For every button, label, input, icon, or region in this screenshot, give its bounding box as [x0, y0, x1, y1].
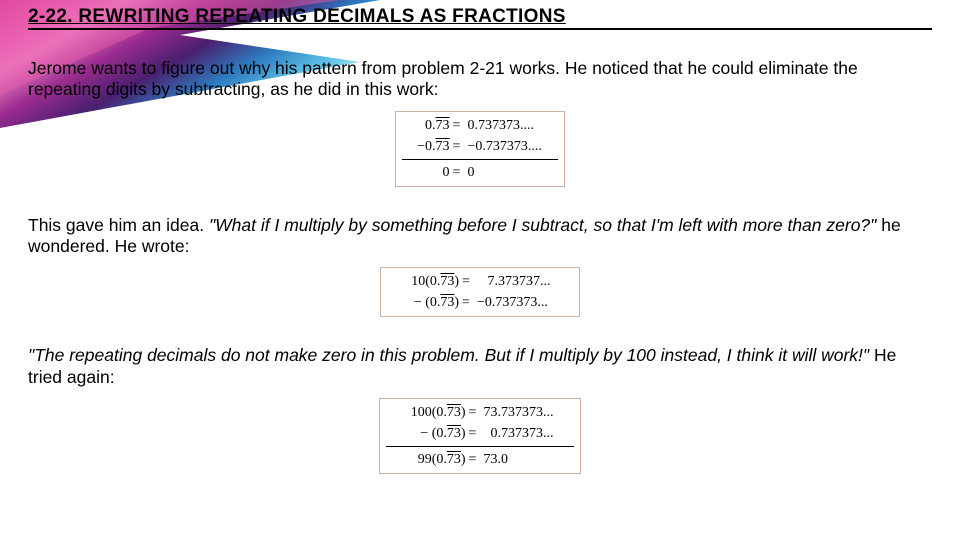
math-block-2: 10(0.73)= 7.373737... − (0.73)=−0.737373…: [28, 267, 932, 317]
paragraph-3: "The repeating decimals do not make zero…: [28, 345, 932, 388]
slide-content: 2-22. REWRITING REPEATING DECIMALS AS FR…: [0, 0, 960, 474]
para3-quote: "The repeating decimals do not make zero…: [28, 345, 869, 365]
para2-quote: "What if I multiply by something before …: [209, 215, 876, 235]
paragraph-2: This gave him an idea. "What if I multip…: [28, 215, 932, 258]
title-underline: [28, 28, 932, 30]
math-block-1: 0.0.7373=0.737373.... −0.73=−0.737373...…: [28, 111, 932, 187]
math-block-3: 100(0.73)=73.737373... − (0.73)= 0.73737…: [28, 398, 932, 474]
para2-lead: This gave him an idea.: [28, 215, 209, 235]
math-image-2: 10(0.73)= 7.373737... − (0.73)=−0.737373…: [380, 267, 580, 317]
paragraph-1: Jerome wants to figure out why his patte…: [28, 58, 932, 101]
slide-title: 2-22. REWRITING REPEATING DECIMALS AS FR…: [28, 6, 932, 28]
math-image-3: 100(0.73)=73.737373... − (0.73)= 0.73737…: [379, 398, 582, 474]
math-image-1: 0.0.7373=0.737373.... −0.73=−0.737373...…: [395, 111, 566, 187]
